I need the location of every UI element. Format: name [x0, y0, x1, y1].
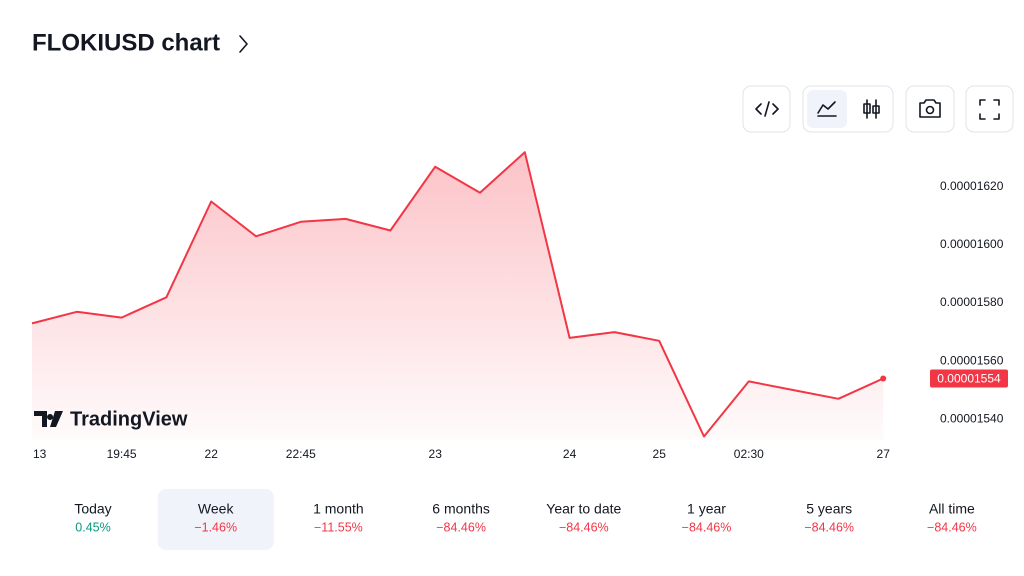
- y-tick-label: 0.00001540: [940, 411, 1004, 425]
- last-price-dot: [880, 375, 887, 382]
- watermark-text: TradingView: [70, 408, 188, 430]
- tab-label[interactable]: Week: [198, 501, 235, 517]
- tab-change[interactable]: −11.55%: [314, 520, 363, 534]
- x-tick-label: 23: [429, 447, 443, 461]
- title-chevron[interactable]: [239, 35, 248, 53]
- tab-change[interactable]: −84.46%: [927, 520, 977, 534]
- y-tick-label: 0.00001560: [940, 353, 1004, 367]
- tab-change[interactable]: −1.46%: [194, 520, 237, 534]
- candle-wicks: [866, 99, 877, 119]
- candle-body: [863, 103, 871, 114]
- fullscreen-icon: [979, 99, 1000, 120]
- x-tick-label: 22:45: [286, 447, 316, 461]
- embed-icon: [755, 101, 779, 117]
- x-tick-label: 27: [877, 447, 891, 461]
- candle-body: [872, 105, 880, 114]
- x-tick-label: 22: [205, 447, 219, 461]
- tab-change[interactable]: −84.46%: [804, 520, 854, 534]
- tab-label[interactable]: 5 years: [806, 501, 852, 517]
- tab-label[interactable]: 1 year: [687, 501, 726, 517]
- tab-label[interactable]: 6 months: [432, 501, 490, 517]
- tab-change[interactable]: −84.46%: [682, 520, 732, 534]
- x-tick-label: 19:45: [107, 447, 137, 461]
- camera-lens: [925, 105, 935, 115]
- plot-area: 0.00001540 0.00001560 0.00001580 0.00001600…: [31, 151, 1008, 461]
- chart-title[interactable]: FLOKIUSD chart: [32, 29, 220, 56]
- camera-icon: [919, 99, 941, 118]
- period-tabs: Today 0.45% Week −1.46% 1 month −11.55% 6 mont…: [74, 489, 977, 550]
- x-tick-label: 13: [33, 447, 47, 461]
- y-tick-label: 0.00001620: [940, 179, 1004, 193]
- last-price-tag: [930, 369, 1008, 388]
- x-tick-label: 25: [653, 447, 667, 461]
- toolbar: [742, 85, 1014, 133]
- line-icon: [817, 101, 837, 117]
- fullscreen-button[interactable]: [965, 85, 1014, 133]
- y-tick-label: 0.00001600: [940, 237, 1004, 251]
- tab-change[interactable]: −84.46%: [436, 520, 486, 534]
- tab-label[interactable]: All time: [929, 501, 975, 517]
- tab-change[interactable]: −84.46%: [559, 520, 609, 534]
- watermark-logo: [34, 411, 63, 427]
- tab-label[interactable]: Today: [74, 501, 111, 517]
- tab-label[interactable]: 1 month: [313, 501, 364, 517]
- watermark: TradingView: [34, 408, 188, 430]
- selected-tab-bg: [157, 489, 274, 550]
- area-fill: [32, 152, 884, 440]
- last-price-label: 0.00001554: [937, 372, 1001, 386]
- snapshot-button[interactable]: [905, 85, 955, 133]
- price-line: [31, 151, 884, 438]
- y-tick-label: 0.00001580: [940, 295, 1004, 309]
- candle-style-button[interactable]: [852, 90, 890, 128]
- tab-change[interactable]: 0.45%: [75, 520, 110, 534]
- tab-label[interactable]: Year to date: [546, 501, 621, 517]
- x-tick-label: 02:30: [734, 447, 764, 461]
- x-tick-label: 24: [563, 447, 577, 461]
